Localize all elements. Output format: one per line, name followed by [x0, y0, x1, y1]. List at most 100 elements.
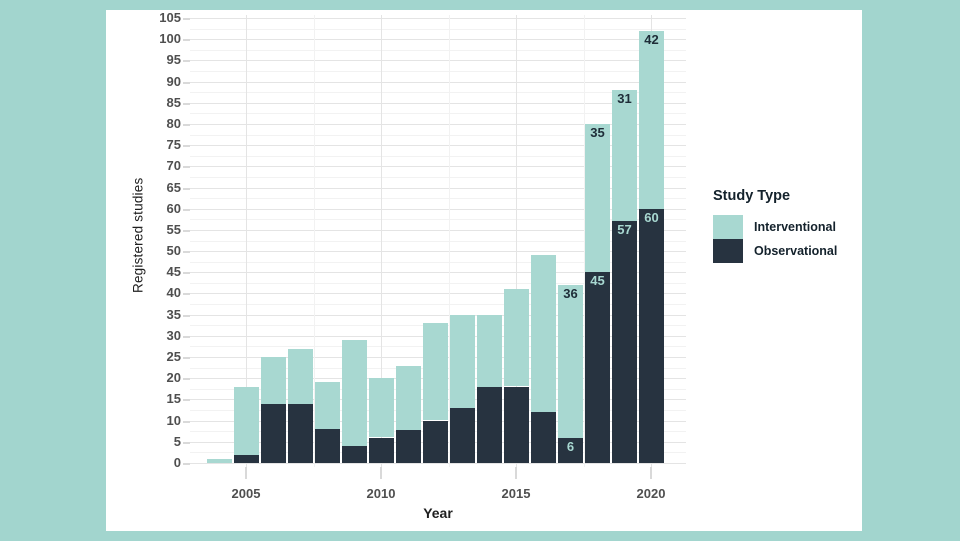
- bar-segment-interventional-2017: [558, 285, 583, 438]
- bar-segment-interventional-2004: [207, 459, 232, 463]
- y-tick-label: 80: [166, 116, 181, 131]
- bar-segment-interventional-2005: [234, 387, 259, 455]
- plot-panel: 6 36 45 35 57 31 60 42: [190, 15, 686, 467]
- y-tick-label: 40: [166, 285, 181, 300]
- y-axis-tick: [183, 357, 190, 359]
- y-axis-tick: [183, 378, 190, 380]
- bar-segment-observational-2019: [612, 221, 637, 463]
- bar-segment-observational-2018: [585, 272, 610, 463]
- gridline-major: [190, 82, 686, 83]
- legend-swatch-interventional: [713, 215, 743, 239]
- gridline-major: [190, 209, 686, 210]
- x-tick-label: 2020: [636, 486, 666, 501]
- bar-segment-interventional-2014: [477, 315, 502, 387]
- bar-segment-interventional-2013: [450, 315, 475, 408]
- y-tick-label: 60: [166, 201, 181, 216]
- gridline-minor: [314, 15, 315, 467]
- y-tick-label: 0: [173, 455, 181, 470]
- y-axis-tick: [183, 124, 190, 126]
- gridline-major: [190, 293, 686, 294]
- x-axis-tick: [515, 467, 517, 479]
- x-axis-tick: [245, 467, 247, 479]
- gridline-minor: [190, 113, 686, 114]
- gridline-major: [516, 15, 517, 467]
- gridline-major: [190, 251, 686, 252]
- gridline-minor: [190, 71, 686, 72]
- y-axis-tick: [183, 188, 190, 190]
- y-tick-label: 75: [166, 137, 181, 152]
- x-axis-title: Year: [423, 505, 453, 521]
- y-axis-tick: [183, 230, 190, 232]
- y-tick-label: 10: [166, 413, 181, 428]
- gridline-major: [190, 166, 686, 167]
- gridline-minor: [190, 241, 686, 242]
- bar-segment-observational-2015: [504, 387, 529, 463]
- legend-title: Study Type: [713, 188, 791, 204]
- bar-segment-interventional-2016: [531, 255, 556, 412]
- bar-segment-observational-2017: [558, 438, 583, 463]
- gridline-major: [246, 15, 247, 467]
- bar-segment-interventional-2007: [288, 349, 313, 404]
- bar-value-label: 60: [644, 210, 659, 225]
- x-tick-label: 2015: [501, 486, 531, 501]
- y-axis-tick: [183, 272, 190, 274]
- gridline-major: [190, 315, 686, 316]
- bar-segment-interventional-2006: [261, 357, 286, 404]
- gridline-major: [190, 188, 686, 189]
- y-axis-tick: [183, 60, 190, 62]
- bar-segment-observational-2012: [423, 421, 448, 463]
- gridline-minor: [449, 15, 450, 467]
- y-axis-tick: [183, 293, 190, 295]
- y-tick-label: 5: [173, 434, 181, 449]
- bar-segment-observational-2013: [450, 408, 475, 463]
- y-tick-label: 50: [166, 243, 181, 258]
- bar-segment-interventional-2019: [612, 90, 637, 221]
- bar-segment-observational-2007: [288, 404, 313, 463]
- y-axis-tick: [183, 442, 190, 444]
- bar-value-label: 6: [566, 439, 575, 454]
- bar-segment-observational-2011: [396, 429, 421, 463]
- y-tick-label: 25: [166, 349, 181, 364]
- bar-segment-observational-2006: [261, 404, 286, 463]
- bar-value-label: 35: [590, 125, 605, 140]
- x-tick-label: 2010: [366, 486, 396, 501]
- gridline-minor: [190, 135, 686, 136]
- y-axis-tick: [183, 251, 190, 253]
- gridline-minor: [190, 156, 686, 157]
- gridline-minor: [190, 283, 686, 284]
- gridline-minor: [190, 219, 686, 220]
- y-tick-label: 70: [166, 158, 181, 173]
- bar-segment-observational-2010: [369, 438, 394, 463]
- bar-segment-observational-2016: [531, 412, 556, 463]
- gridline-major: [190, 60, 686, 61]
- bar-segment-interventional-2020: [639, 31, 664, 209]
- bar-segment-observational-2020: [639, 209, 664, 463]
- y-tick-label: 20: [166, 370, 181, 385]
- y-tick-label: 95: [166, 52, 181, 67]
- legend-item-interventional: Interventional: [713, 215, 837, 239]
- y-axis-tick: [183, 315, 190, 317]
- y-tick-label: 30: [166, 328, 181, 343]
- bar-value-label: 42: [644, 32, 659, 47]
- gridline-major: [190, 145, 686, 146]
- legend-swatch-observational: [713, 239, 743, 263]
- gridline-minor: [190, 177, 686, 178]
- gridline-minor: [190, 29, 686, 30]
- y-tick-label: 55: [166, 222, 181, 237]
- y-axis-tick: [183, 18, 190, 20]
- legend-item-observational: Observational: [713, 239, 837, 263]
- bar-value-label: 31: [617, 91, 632, 106]
- y-axis-tick: [183, 399, 190, 401]
- y-tick-label: 90: [166, 74, 181, 89]
- gridline-major: [190, 103, 686, 104]
- gridline-minor: [584, 15, 585, 467]
- gridline-minor: [190, 304, 686, 305]
- gridline-major: [190, 230, 686, 231]
- gridline-major: [190, 124, 686, 125]
- y-axis-tick: [183, 39, 190, 41]
- gridline-major: [190, 463, 686, 464]
- gridline-minor: [190, 198, 686, 199]
- bar-segment-interventional-2009: [342, 340, 367, 446]
- gridline-minor: [190, 262, 686, 263]
